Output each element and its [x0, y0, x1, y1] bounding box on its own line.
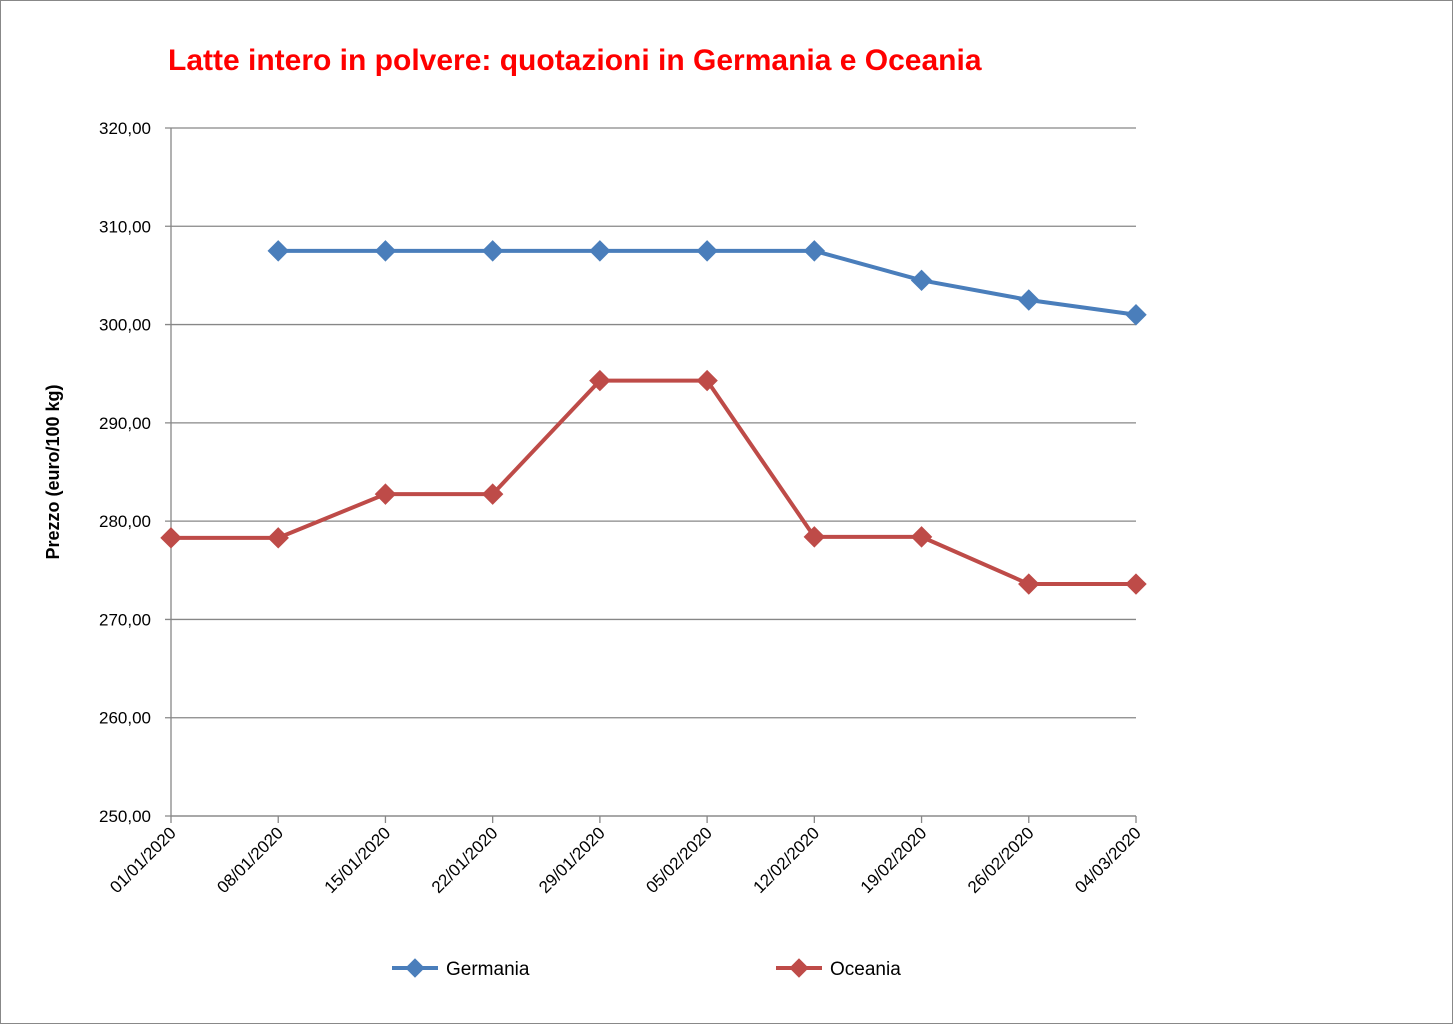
x-tick-label: 15/01/2020 [321, 823, 395, 897]
data-point-germania [1125, 304, 1147, 326]
data-point-germania [481, 240, 504, 262]
data-point-oceania [589, 369, 611, 392]
legend-label-germania: Germania [446, 959, 530, 980]
y-tick-label: 290,00 [99, 414, 151, 433]
y-tick-label: 250,00 [99, 807, 151, 826]
data-point-oceania [481, 483, 504, 505]
data-point-germania [374, 240, 397, 262]
x-tick-label: 12/02/2020 [750, 823, 824, 897]
legend-marker-germania [405, 958, 425, 978]
y-tick-label: 310,00 [99, 217, 151, 236]
x-tick-label: 29/01/2020 [535, 823, 609, 897]
data-point-oceania [160, 527, 182, 549]
data-point-oceania [1018, 573, 1040, 595]
data-point-germania [267, 240, 289, 262]
legend-marker-oceania [789, 958, 809, 978]
data-point-oceania [267, 527, 289, 549]
y-tick-label: 300,00 [99, 316, 151, 335]
data-point-oceania [696, 369, 718, 392]
y-tick-label: 280,00 [99, 512, 151, 531]
y-axis-label: Prezzo (euro/100 kg) [43, 384, 63, 559]
chart-title: Latte intero in polvere: quotazioni in G… [168, 44, 982, 77]
data-point-oceania [374, 483, 397, 505]
data-point-oceania [910, 526, 933, 548]
x-tick-label: 08/01/2020 [213, 823, 287, 897]
legend-label-oceania: Oceania [830, 959, 901, 980]
data-point-germania [910, 269, 933, 292]
data-point-oceania [1125, 573, 1147, 595]
x-tick-label: 19/02/2020 [857, 823, 931, 897]
y-tick-label: 260,00 [99, 709, 151, 728]
x-tick-label: 01/01/2020 [106, 823, 180, 897]
x-tick-label: 05/02/2020 [642, 823, 716, 897]
x-tick-label: 22/01/2020 [428, 823, 502, 897]
y-tick-label: 320,00 [99, 119, 151, 138]
data-point-oceania [803, 526, 826, 548]
series-line-oceania [171, 378, 1136, 587]
data-point-germania [803, 240, 826, 262]
x-tick-label: 26/02/2020 [964, 823, 1038, 897]
y-tick-label: 270,00 [99, 610, 151, 629]
data-point-germania [1018, 289, 1040, 311]
x-tick-label: 04/03/2020 [1071, 823, 1145, 897]
data-point-germania [696, 240, 718, 262]
data-point-germania [589, 240, 611, 262]
